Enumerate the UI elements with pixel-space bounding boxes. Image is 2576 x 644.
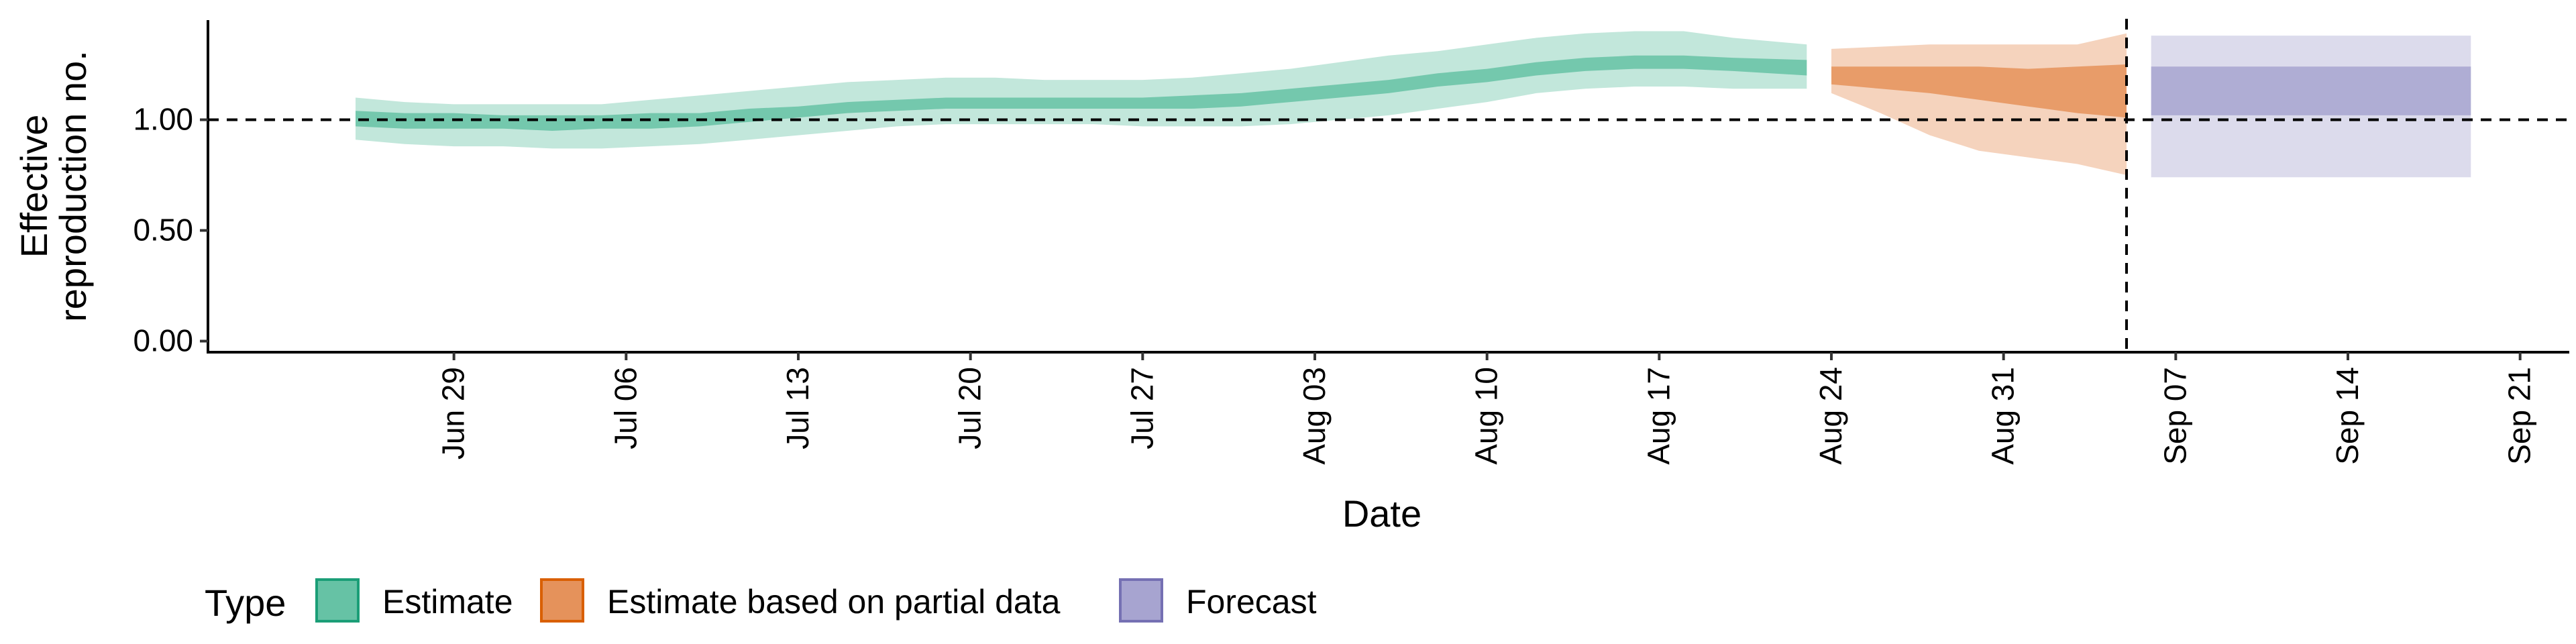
x-axis-title: Date: [1342, 492, 1421, 535]
y-tick-label: 0.50: [133, 213, 193, 248]
x-tick-label: Aug 03: [1297, 367, 1332, 465]
y-tick-label: 0.00: [133, 323, 193, 358]
x-tick-label: Jul 20: [953, 367, 987, 449]
legend-title: Type: [205, 582, 286, 624]
x-tick-label: Sep 21: [2502, 367, 2537, 465]
x-tick-label: Jun 29: [436, 367, 471, 460]
band-inner-forecast: [2151, 66, 2471, 115]
band-outer-estimate: [356, 31, 1807, 149]
x-tick-label: Sep 07: [2157, 367, 2192, 465]
x-tick-label: Aug 17: [1641, 367, 1676, 465]
y-axis-title-line: reproduction no.: [52, 50, 94, 322]
band-inner-estimate: [356, 55, 1807, 131]
band-inner-estimate-based-on-partial-data: [1831, 64, 2127, 118]
x-tick-label: Jul 13: [780, 367, 815, 449]
legend: Type Estimate Estimate based on partial da…: [205, 578, 1317, 624]
y-tick-label: 1.00: [133, 102, 193, 137]
x-tick-label: Jul 06: [608, 367, 643, 449]
legend-key-estimate: [315, 578, 360, 623]
x-tick-label: Jul 27: [1124, 367, 1159, 449]
legend-label-forecast: Forecast: [1186, 583, 1317, 621]
legend-label-estimate: Estimate: [382, 583, 513, 621]
legend-label-estimate-based-on-partial-data: Estimate based on partial data: [607, 583, 1061, 621]
y-axis-ticks: 0.00 0.50 1.00: [133, 102, 208, 358]
x-tick-label: Aug 24: [1813, 367, 1848, 465]
legend-key-forecast: [1119, 578, 1163, 623]
y-axis-title-line: Effective: [13, 115, 55, 258]
x-axis-ticks: Jun 29 Jul 06 Jul 13 Jul 20 Jul 27 Aug 03 Aug …: [436, 352, 2537, 465]
x-tick-label: Sep 14: [2330, 367, 2365, 465]
ribbon-layer: [356, 31, 2471, 178]
legend-key-estimate-based-on-partial-data: [540, 578, 584, 623]
x-tick-label: Aug 10: [1469, 367, 1504, 465]
x-tick-label: Aug 31: [1986, 367, 2021, 465]
